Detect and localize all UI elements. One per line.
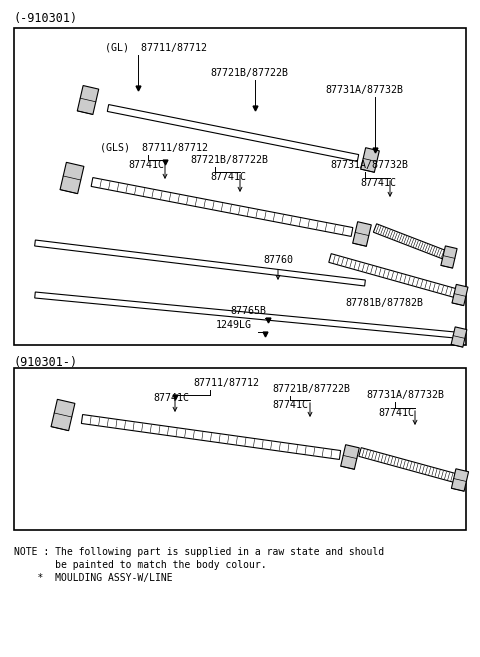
Text: *  MOULDING ASSY-W/LINE: * MOULDING ASSY-W/LINE xyxy=(14,573,173,583)
Text: be painted to match the body colour.: be painted to match the body colour. xyxy=(14,560,266,570)
Polygon shape xyxy=(77,85,99,114)
Polygon shape xyxy=(341,445,360,469)
Bar xyxy=(14,368,466,530)
Polygon shape xyxy=(441,246,457,268)
Text: (GL)  87711/87712: (GL) 87711/87712 xyxy=(105,43,207,53)
Polygon shape xyxy=(359,447,456,482)
Text: 87765B: 87765B xyxy=(230,306,266,316)
Polygon shape xyxy=(451,469,468,491)
Polygon shape xyxy=(329,254,456,298)
Text: 87741C: 87741C xyxy=(378,408,414,418)
Polygon shape xyxy=(35,292,456,338)
Text: 87721B/87722B: 87721B/87722B xyxy=(210,68,288,78)
Bar xyxy=(14,28,466,345)
Polygon shape xyxy=(51,399,75,431)
Polygon shape xyxy=(451,327,467,347)
Text: 87711/87712: 87711/87712 xyxy=(193,378,259,388)
Polygon shape xyxy=(452,284,468,306)
Text: 87781B/87782B: 87781B/87782B xyxy=(345,298,423,308)
Text: (GLS)  87711/87712: (GLS) 87711/87712 xyxy=(100,143,208,153)
Polygon shape xyxy=(353,221,372,246)
Polygon shape xyxy=(108,104,359,162)
Text: 87731A/87732B: 87731A/87732B xyxy=(325,85,403,95)
Text: 87741C: 87741C xyxy=(272,400,308,410)
Polygon shape xyxy=(91,177,353,237)
Polygon shape xyxy=(373,224,446,260)
Text: 87741C: 87741C xyxy=(360,178,396,188)
Polygon shape xyxy=(60,162,84,194)
Text: 87721B/87722B: 87721B/87722B xyxy=(190,155,268,165)
Text: (-910301): (-910301) xyxy=(14,12,78,25)
Text: 87760: 87760 xyxy=(263,255,293,265)
Text: (910301-): (910301-) xyxy=(14,356,78,369)
Text: 87741C: 87741C xyxy=(128,160,164,170)
Text: 87741C: 87741C xyxy=(210,172,246,182)
Polygon shape xyxy=(35,240,365,286)
Text: NOTE : The following part is supplied in a raw state and should: NOTE : The following part is supplied in… xyxy=(14,547,384,557)
Text: 87731A/87732B: 87731A/87732B xyxy=(330,160,408,170)
Polygon shape xyxy=(82,415,341,459)
Polygon shape xyxy=(360,148,379,172)
Text: 87721B/87722B: 87721B/87722B xyxy=(272,384,350,394)
Text: 87731A/87732B: 87731A/87732B xyxy=(366,390,444,400)
Text: 1249LG: 1249LG xyxy=(216,320,252,330)
Text: 87741C: 87741C xyxy=(153,393,189,403)
